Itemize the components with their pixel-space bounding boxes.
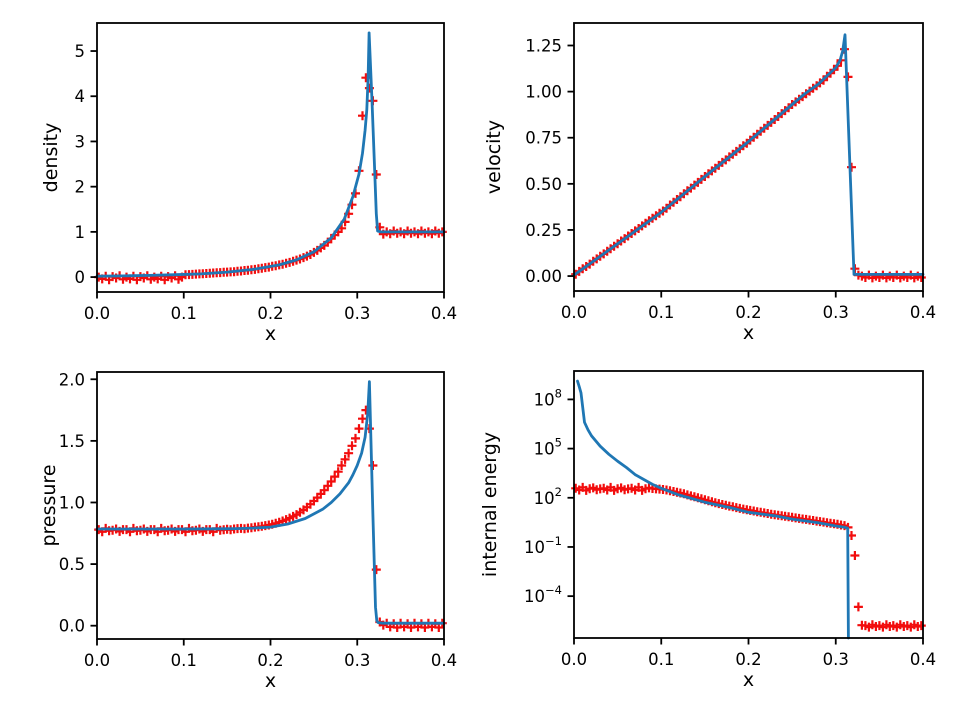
x-tick-label: 0.3	[823, 303, 849, 322]
y-tick-label: 0	[75, 268, 86, 287]
x-tick-label: 0.0	[84, 304, 110, 323]
x-tick-label: 0.4	[431, 651, 457, 670]
simulation-markers-internal_energy	[571, 482, 926, 632]
y-tick-label: 0.00	[525, 267, 562, 286]
x-tick-label: 0.2	[257, 651, 283, 670]
panel-pressure: 0.0 0.1 0.2 0.3 0.4 0.0 0.5 1.0 1.5 2.0 x pressure	[38, 370, 457, 692]
y-tick-label: 102	[534, 485, 562, 508]
x-tick-label: 0.3	[344, 651, 370, 670]
x-tick-label: 0.0	[561, 650, 587, 669]
y-tick-label: 10−1	[524, 534, 562, 557]
x-tick-label: 0.3	[823, 650, 849, 669]
y-tick-label: 0.50	[525, 175, 562, 194]
x-tick-label: 0.0	[561, 303, 587, 322]
panel-velocity: 0.0 0.1 0.2 0.3 0.4 0.00 0.25 0.50 0.75 1.00 1.25 x…	[483, 22, 936, 344]
simulation-markers-pressure	[94, 405, 447, 632]
x-tick-label: 0.1	[648, 303, 674, 322]
y-tick-label: 105	[534, 436, 562, 459]
x-tick-label: 0.3	[344, 304, 370, 323]
simulation-markers-velocity	[571, 44, 926, 283]
y-tick-label: 4	[75, 87, 86, 106]
axes-box-internal_energy	[573, 370, 924, 639]
y-axis-label-density: density	[40, 123, 62, 193]
x-axis-label-density: x	[265, 323, 276, 345]
y-tick-label: 1.0	[59, 493, 85, 512]
y-tick-label: 0.0	[59, 617, 85, 636]
y-axis-label-pressure: pressure	[38, 464, 60, 546]
x-axis-label-internal_energy: x	[743, 669, 754, 691]
x-tick-label: 0.4	[910, 303, 936, 322]
x-tick-label: 0.2	[735, 303, 761, 322]
y-tick-label: 0.75	[525, 129, 562, 148]
x-tick-label: 0.2	[735, 650, 761, 669]
x-tick-label: 0.0	[84, 651, 110, 670]
y-tick-label: 1.00	[525, 83, 562, 102]
y-tick-label: 1.25	[525, 37, 562, 56]
x-tick-label: 0.4	[431, 304, 457, 323]
simulation-markers-density	[94, 73, 447, 285]
y-tick-label: 1.5	[59, 432, 85, 451]
reference-line-pressure	[95, 380, 446, 625]
x-axis-label-velocity: x	[743, 322, 754, 344]
axes-box-velocity	[573, 22, 924, 292]
x-tick-label: 0.1	[171, 304, 197, 323]
y-tick-label: 2.0	[59, 370, 85, 389]
axes-box-pressure	[96, 371, 445, 640]
y-tick-label: 2	[75, 178, 86, 197]
x-axis-label-pressure: x	[265, 670, 276, 692]
x-tick-label: 0.2	[257, 304, 283, 323]
x-tick-label: 0.4	[910, 650, 936, 669]
y-tick-label: 3	[75, 132, 86, 151]
y-tick-label: 108	[534, 386, 562, 409]
panel-internal-energy: 0.0 0.1 0.2 0.3 0.4 108 105 102 10−1 10−4 x interna…	[479, 370, 936, 691]
y-axis-label-velocity: velocity	[483, 120, 505, 194]
axes-box-density	[96, 22, 445, 293]
y-tick-label: 10−4	[524, 583, 562, 606]
y-tick-label: 0.25	[525, 221, 562, 240]
x-tick-label: 0.1	[648, 650, 674, 669]
y-tick-label: 5	[75, 42, 86, 61]
panel-density: 0.0 0.1 0.2 0.3 0.4 0 1 2 3 4 5 x density	[40, 22, 457, 345]
reference-line-velocity	[572, 33, 925, 277]
y-tick-label: 0.5	[59, 555, 85, 574]
x-tick-label: 0.1	[171, 651, 197, 670]
y-tick-label: 1	[75, 223, 86, 242]
y-axis-label-internal_energy: internal energy	[479, 432, 501, 577]
reference-line-density	[95, 31, 446, 278]
reference-line-internal_energy	[576, 379, 850, 640]
